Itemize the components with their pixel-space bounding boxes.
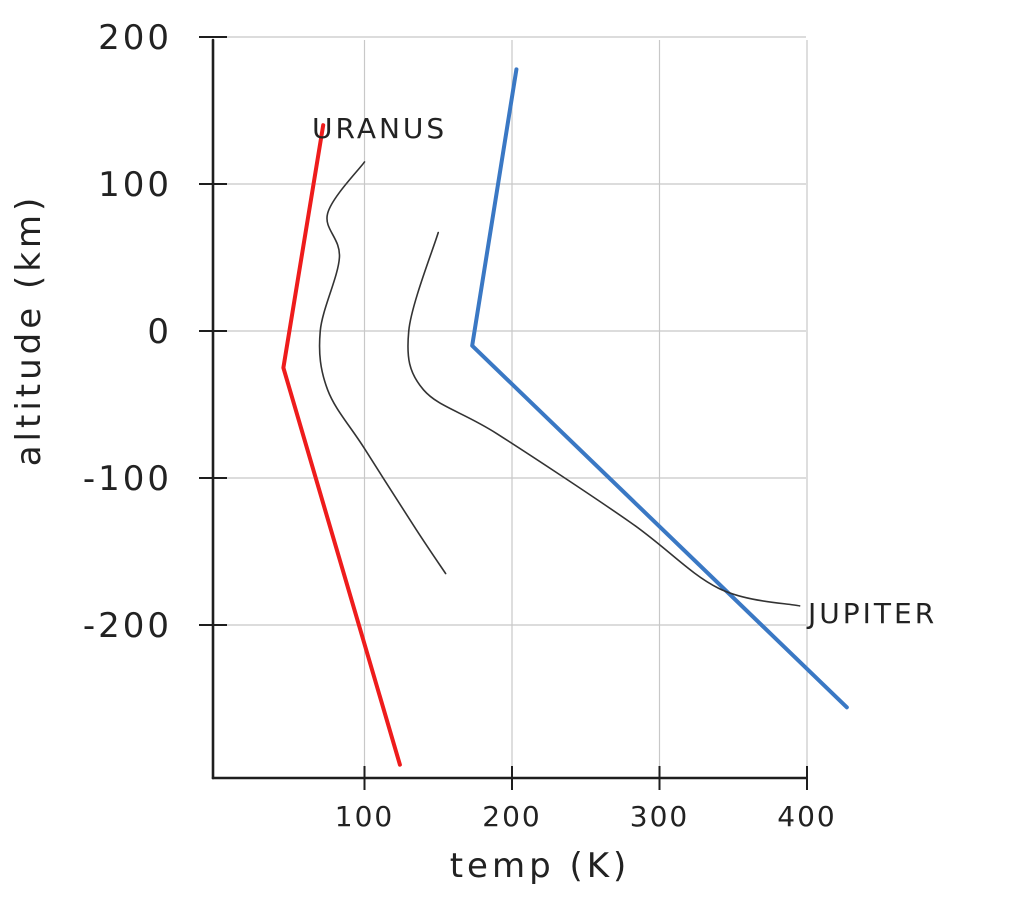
x-tick-label: 100 <box>335 800 394 833</box>
series-line-2 <box>470 67 849 710</box>
series-label-uranus: URANUS <box>312 112 447 145</box>
x-tick-label: 200 <box>482 800 541 833</box>
y-tick-label: -100 <box>83 459 172 499</box>
y-tick-label: 200 <box>98 18 172 58</box>
x-tick-label: 300 <box>630 800 689 833</box>
y-axis-label: altitude (km) <box>9 194 49 467</box>
y-tick-label: 0 <box>147 312 172 352</box>
series-label-jupiter: JUPITER <box>806 597 937 630</box>
axes <box>199 36 808 790</box>
series-labels: URANUS JUPITER <box>312 112 937 630</box>
series-line-1 <box>281 123 402 767</box>
x-axis-label: temp (K) <box>450 846 631 886</box>
series-line-3 <box>318 161 447 575</box>
tick-labels: 200 100 0 -100 -200 100 200 300 400 <box>83 18 836 833</box>
y-tick-label: 100 <box>98 165 172 205</box>
series <box>281 67 849 767</box>
y-tick-label: -200 <box>83 606 172 646</box>
x-tick-label: 400 <box>777 800 836 833</box>
series-line-4 <box>407 231 801 607</box>
